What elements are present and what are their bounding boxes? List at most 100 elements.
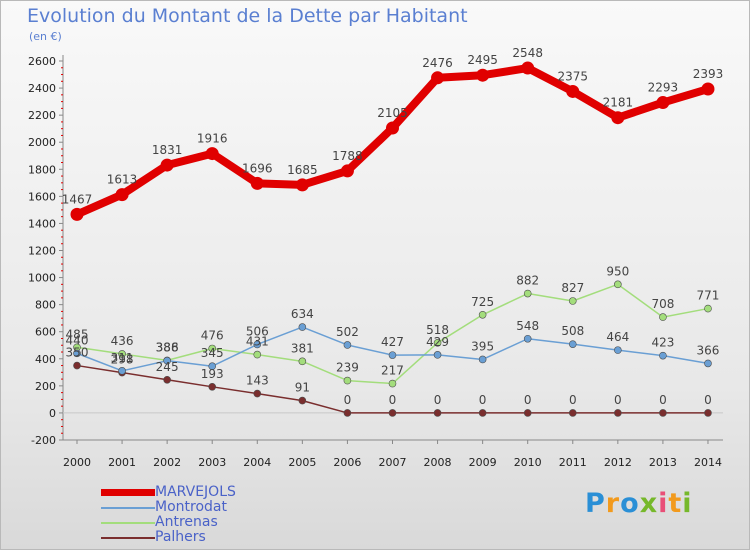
data-label: 508 (561, 324, 584, 338)
x-tick-label: 2004 (243, 456, 271, 469)
logo-letter: P (585, 488, 606, 519)
x-tick-label: 2011 (559, 456, 587, 469)
data-point (298, 323, 307, 331)
data-label: 950 (606, 264, 629, 278)
data-label: 345 (201, 346, 224, 360)
data-point (478, 355, 487, 364)
data-point (478, 409, 487, 417)
x-tick-label: 2013 (649, 456, 677, 469)
data-point (523, 334, 532, 343)
data-label: 518 (426, 323, 449, 337)
y-tick-label: 400 (35, 353, 56, 366)
data-point (205, 147, 219, 161)
x-tick-label: 2010 (514, 456, 542, 469)
data-point (163, 375, 171, 384)
legend-label: MARVEJOLS (155, 484, 236, 500)
data-point (388, 351, 397, 359)
data-point (659, 313, 667, 321)
data-label: 634 (291, 307, 314, 321)
x-tick-label: 2007 (378, 456, 406, 469)
data-point (568, 409, 577, 417)
data-label: 2293 (648, 81, 679, 95)
data-point (208, 344, 217, 353)
data-label: 193 (201, 367, 224, 381)
data-label: 506 (246, 324, 269, 338)
data-point (704, 409, 712, 417)
data-point (478, 310, 487, 319)
x-tick-label: 2000 (63, 456, 91, 469)
x-tick-label: 2012 (604, 456, 632, 469)
data-point (566, 84, 580, 98)
data-label: 423 (651, 336, 674, 350)
legend-swatch (101, 507, 155, 509)
data-label: 502 (336, 325, 359, 339)
data-label: 1916 (197, 132, 228, 146)
data-point (250, 176, 264, 190)
y-tick-label: 200 (35, 380, 56, 393)
data-point (343, 341, 352, 349)
data-label: 2375 (557, 69, 588, 83)
data-point (431, 71, 445, 85)
data-label: 2105 (377, 106, 408, 120)
logo-letter: r (605, 488, 621, 519)
y-tick-label: 2600 (28, 55, 56, 68)
x-tick-label: 2006 (333, 456, 361, 469)
data-point (388, 409, 397, 417)
data-label: 1685 (287, 163, 318, 177)
x-tick-label: 2005 (288, 456, 316, 469)
logo-letter: o (620, 488, 640, 519)
data-point (433, 351, 442, 359)
data-label: 1788 (332, 149, 363, 163)
data-label: 827 (561, 281, 584, 295)
y-tick-label: 1000 (28, 272, 56, 285)
data-label: 0 (479, 393, 487, 407)
data-label: 882 (516, 274, 539, 288)
data-label: 0 (704, 393, 712, 407)
data-label: 0 (524, 393, 532, 407)
data-label: 436 (111, 334, 134, 348)
data-point (253, 389, 262, 398)
data-point (568, 340, 577, 348)
data-label: 0 (569, 393, 577, 407)
data-label: 366 (697, 343, 720, 357)
data-point (73, 349, 81, 358)
data-point (295, 178, 309, 192)
data-label: 0 (659, 393, 667, 407)
x-tick-label: 2002 (153, 456, 181, 469)
data-point (118, 350, 126, 358)
data-label: 548 (516, 319, 539, 333)
data-point (343, 409, 352, 417)
data-label: 2476 (422, 56, 453, 70)
data-point (253, 340, 262, 349)
data-point (523, 409, 532, 417)
data-label: 2495 (467, 53, 498, 67)
logo-letter: i (682, 488, 693, 519)
logo-letter: t (668, 488, 683, 519)
data-label: 298 (111, 353, 134, 367)
data-point (614, 409, 622, 417)
data-label: 708 (651, 297, 674, 311)
y-tick-label: -200 (31, 434, 56, 447)
data-label: 386 (156, 341, 179, 355)
data-label: 245 (156, 360, 179, 374)
y-tick-label: 1200 (28, 245, 56, 258)
data-point (568, 297, 577, 305)
data-label: 311 (111, 351, 134, 365)
data-label: 427 (381, 335, 404, 349)
chart-title: Evolution du Montant de la Dette par Hab… (27, 5, 468, 27)
data-point (340, 164, 354, 178)
data-label: 0 (434, 393, 442, 407)
chart-unit-label: (en €) (29, 30, 62, 43)
data-point (208, 362, 217, 371)
data-label: 725 (471, 295, 494, 309)
data-point (115, 188, 129, 202)
data-label: 2548 (512, 46, 543, 60)
data-label: 0 (389, 393, 397, 407)
data-point (614, 346, 622, 354)
y-tick-label: 600 (35, 326, 56, 339)
data-point (118, 367, 126, 375)
proxiti-logo: Proxiti (585, 488, 693, 519)
data-point (704, 304, 712, 313)
legend-label: Antrenas (155, 514, 218, 530)
data-label: 771 (697, 289, 720, 303)
